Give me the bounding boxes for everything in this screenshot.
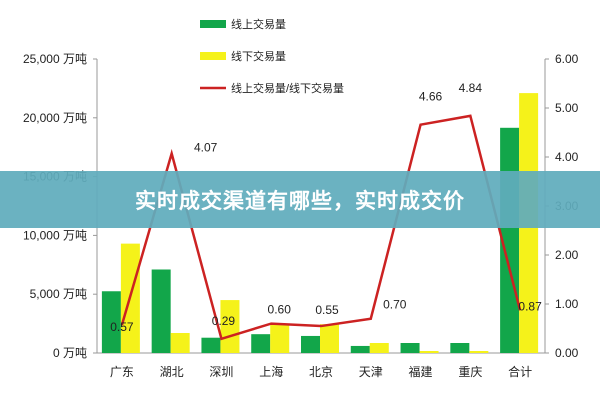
bar-online (251, 334, 271, 353)
right-tick-label: 4.00 (555, 150, 579, 164)
bar-offline (320, 324, 339, 353)
data-label: 4.07 (194, 141, 218, 155)
bar-offline (270, 323, 290, 353)
category-label: 广东 (110, 365, 134, 379)
bar-offline (469, 351, 489, 353)
right-tick-label: 0.00 (555, 346, 579, 360)
right-tick-label: 2.00 (555, 248, 579, 262)
left-tick-label: 0 万吨 (53, 346, 87, 360)
legend-label: 线上交易量/线下交易量 (231, 81, 344, 95)
title-banner: 实时成交渠道有哪些，实时成交价 (0, 171, 600, 228)
right-tick-label: 1.00 (555, 297, 579, 311)
bar-online (201, 337, 221, 353)
data-label: 0.57 (110, 320, 134, 334)
category-label: 深圳 (209, 365, 233, 379)
bar-online (400, 343, 420, 353)
data-label: 4.66 (419, 90, 443, 104)
legend-swatch (200, 52, 226, 60)
bar-offline (419, 351, 439, 353)
bar-online (151, 269, 171, 353)
left-tick-label: 25,000 万吨 (23, 52, 87, 66)
data-label: 0.55 (315, 303, 339, 317)
bar-offline (369, 343, 389, 353)
bar-online (101, 291, 121, 353)
category-label: 北京 (309, 365, 333, 379)
left-tick-label: 5,000 万吨 (30, 287, 87, 301)
legend-label: 线下交易量 (231, 49, 286, 63)
bar-offline (170, 333, 190, 353)
category-label: 合计 (508, 364, 532, 379)
legend-label: 线上交易量 (231, 17, 286, 31)
bar-offline (220, 300, 240, 353)
bar-online (350, 345, 370, 353)
right-tick-label: 5.00 (555, 101, 579, 115)
bar-online (301, 335, 320, 353)
right-tick-label: 6.00 (555, 52, 579, 66)
data-label: 0.87 (518, 299, 542, 313)
category-label: 重庆 (458, 365, 482, 379)
left-tick-label: 10,000 万吨 (23, 228, 87, 242)
category-label: 上海 (259, 364, 283, 379)
data-label: 0.70 (383, 298, 407, 312)
data-label: 4.84 (459, 81, 483, 95)
category-label: 福建 (409, 364, 433, 379)
bar-online (450, 343, 470, 353)
left-tick-label: 20,000 万吨 (23, 111, 87, 125)
banner-text: 实时成交渠道有哪些，实时成交价 (135, 188, 465, 213)
data-label: 0.60 (268, 303, 292, 317)
category-label: 湖北 (160, 364, 184, 379)
legend-swatch (200, 20, 226, 28)
category-label: 天津 (359, 365, 383, 379)
data-label: 0.29 (212, 314, 236, 328)
